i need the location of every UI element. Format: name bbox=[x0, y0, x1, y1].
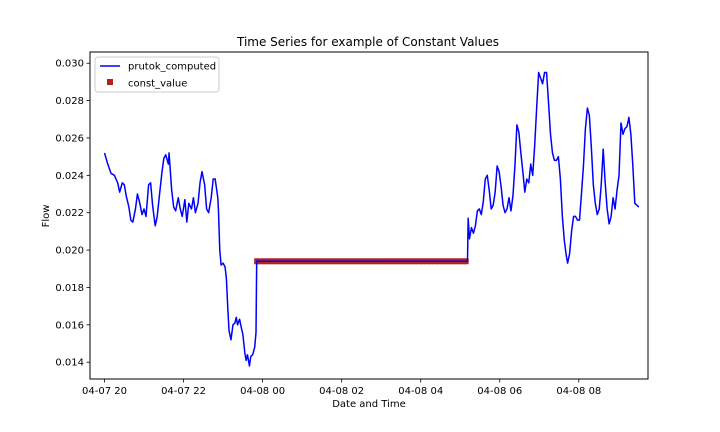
series-layer bbox=[103, 71, 640, 367]
y-tick-label: 0.028 bbox=[55, 96, 84, 107]
y-tick-label: 0.016 bbox=[55, 320, 84, 331]
legend-label-prutok-computed: prutok_computed bbox=[128, 62, 216, 73]
legend-frame bbox=[94, 56, 220, 93]
x-tick-label: 04-07 22 bbox=[161, 386, 206, 397]
y-tick-label: 0.026 bbox=[55, 133, 84, 144]
legend-label-const-value: const_value bbox=[128, 79, 187, 90]
x-tick-label: 04-08 00 bbox=[240, 386, 285, 397]
x-axis-label: Date and Time bbox=[332, 399, 406, 410]
y-tick-label: 0.022 bbox=[55, 208, 84, 219]
y-axis: 0.014 0.016 0.018 0.020 0.022 0.024 0.026 0.028… bbox=[55, 59, 90, 369]
y-axis-label: Flow bbox=[41, 205, 52, 228]
y-tick-label: 0.024 bbox=[55, 171, 84, 182]
x-tick-label: 04-08 08 bbox=[556, 386, 601, 397]
legend: prutok_computed const_value bbox=[94, 56, 220, 93]
chart-title: Time Series for example of Constant Valu… bbox=[236, 35, 499, 49]
legend-swatch-const-value bbox=[107, 79, 113, 85]
x-tick-label: 04-08 04 bbox=[398, 386, 443, 397]
plot-frame bbox=[89, 51, 649, 380]
y-tick-label: 0.018 bbox=[55, 283, 84, 294]
plot-area bbox=[89, 51, 649, 380]
y-tick-label: 0.014 bbox=[55, 358, 84, 369]
y-tick-label: 0.030 bbox=[55, 59, 84, 70]
x-axis: 04-07 20 04-07 22 04-08 00 04-08 02 04-08 04… bbox=[82, 379, 601, 397]
series-line-prutok-computed bbox=[103, 71, 640, 367]
x-tick-label: 04-07 20 bbox=[82, 386, 127, 397]
y-tick-label: 0.020 bbox=[55, 246, 84, 257]
x-tick-label: 04-08 02 bbox=[319, 386, 364, 397]
x-tick-label: 04-08 06 bbox=[477, 386, 522, 397]
